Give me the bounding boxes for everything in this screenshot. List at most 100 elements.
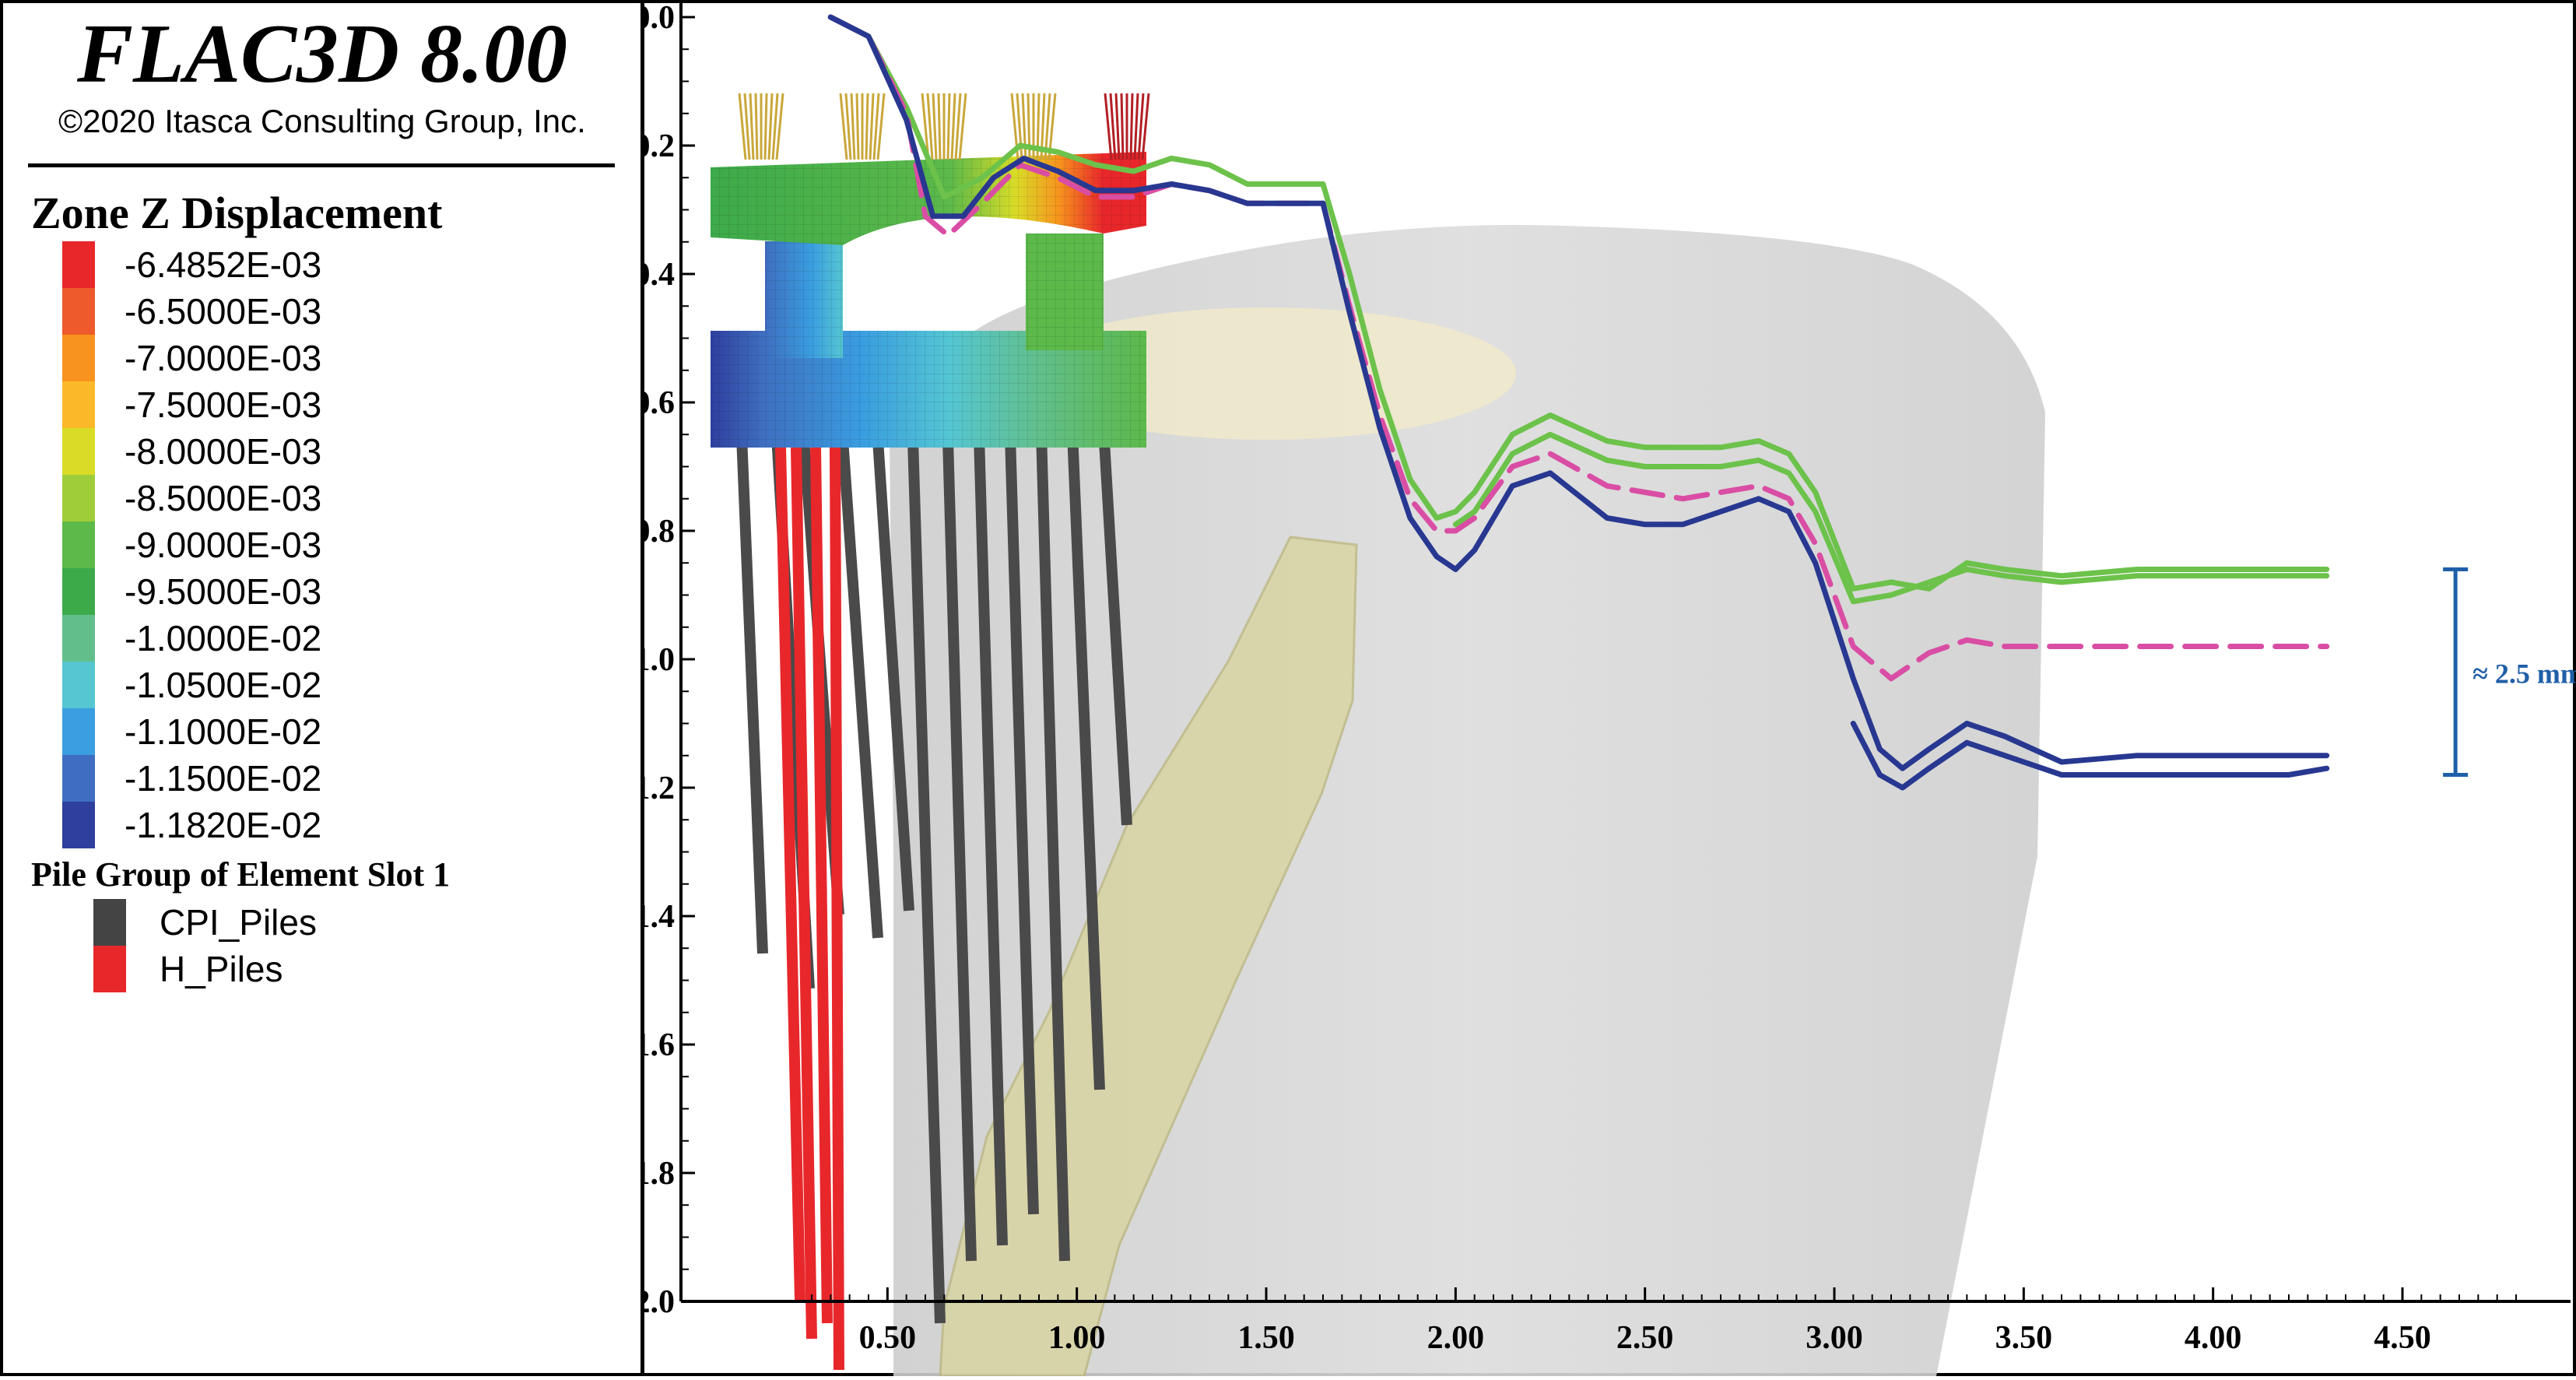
bridge-structure — [711, 93, 1150, 448]
pile-group-swatch — [93, 899, 126, 946]
x-tick-label: 2.00 — [1427, 1320, 1485, 1356]
y-tick-label: -0.2 — [644, 128, 675, 164]
load-arrow — [1021, 93, 1027, 160]
contour-label: -1.1820E-02 — [125, 805, 322, 845]
contour-label: -9.5000E-03 — [125, 571, 322, 612]
contour-label: -1.0500E-02 — [125, 665, 322, 705]
series-line — [827, 14, 2330, 682]
h-pile — [791, 447, 817, 1340]
contour-label: -8.0000E-03 — [125, 431, 322, 472]
contour-swatch — [62, 755, 95, 802]
contour-label: -1.1500E-02 — [125, 758, 322, 799]
load-arrow — [876, 93, 886, 160]
contour-swatch — [62, 521, 95, 568]
y-tick-label: -1.6 — [644, 1027, 675, 1063]
cpi-pile — [974, 435, 1008, 1246]
y-tick-label: -0.4 — [644, 257, 675, 293]
x-tick-label: 1.50 — [1237, 1320, 1295, 1356]
load-arrow — [1141, 93, 1150, 160]
contour-swatch — [62, 335, 95, 381]
pile-group-label: H_Piles — [160, 949, 283, 989]
load-arrow — [1120, 93, 1125, 160]
h-pile — [830, 447, 844, 1371]
load-arrow — [767, 93, 774, 160]
contour-label: -1.0000E-02 — [125, 618, 322, 658]
x-tick-label: 0.50 — [859, 1320, 917, 1356]
contour-swatch — [62, 288, 95, 335]
h-piles — [775, 447, 844, 1371]
load-arrow — [950, 93, 956, 160]
y-tick-label: -1.0 — [644, 642, 675, 678]
load-arrow — [937, 93, 942, 160]
x-tick-label: 4.00 — [2185, 1320, 2242, 1356]
load-arrow — [926, 93, 934, 160]
contour-label: -7.0000E-03 — [125, 338, 322, 378]
load-arrow — [1109, 93, 1117, 160]
pile-group-swatch — [93, 946, 126, 992]
x-tick-label: 3.00 — [1806, 1320, 1863, 1356]
model-plot: 0.0 -0.2 -0.4 -0.6 -0.8 -1.0 -1.2 -1.4 -1.6 -1.8 -… — [498, 0, 2576, 1378]
load-arrow — [749, 93, 755, 160]
y-tick-label: -1.2 — [644, 771, 675, 806]
load-arrow — [921, 93, 930, 160]
x-tick-label: 4.50 — [2374, 1320, 2431, 1356]
contour-swatch — [62, 381, 95, 428]
load-arrow — [1137, 93, 1145, 160]
load-arrow — [850, 93, 856, 160]
cpi-pile — [907, 439, 946, 1324]
contour-label: -6.5000E-03 — [125, 291, 322, 332]
load-arrows — [738, 93, 1150, 160]
x-tick-label: 1.00 — [1048, 1320, 1106, 1356]
h-pile — [775, 447, 805, 1301]
cpi-pile — [1005, 435, 1039, 1215]
x-tick-label: 2.50 — [1616, 1320, 1674, 1356]
load-arrow — [844, 93, 852, 160]
load-arrow — [865, 93, 869, 160]
load-arrow-group — [1104, 93, 1150, 160]
contour-label: -9.0000E-03 — [125, 525, 322, 565]
load-arrow — [743, 93, 751, 160]
cpi-pile — [1036, 431, 1070, 1262]
model-render — [711, 93, 2045, 1378]
load-arrow — [771, 93, 779, 160]
load-arrow — [839, 93, 848, 160]
annotation-label: ≈ 2.5 mm — [2472, 658, 2576, 690]
legend-panel: FLAC3D 8.00 ©2020 Itasca Consulting Grou… — [0, 0, 644, 1376]
cpi-pile — [942, 439, 977, 1262]
contour-label: -8.5000E-03 — [125, 478, 322, 518]
load-arrow — [754, 93, 759, 160]
load-arrow — [738, 93, 747, 160]
y-tick-label: -1.8 — [644, 1156, 675, 1192]
y-tick-label: -2.0 — [644, 1284, 675, 1320]
load-arrow — [932, 93, 938, 160]
load-arrow-group — [738, 93, 784, 160]
copyright-text: ©2020 Itasca Consulting Group, Inc. — [58, 103, 586, 139]
load-arrow-group — [921, 93, 967, 160]
series-line — [827, 14, 2330, 771]
contour-swatch — [62, 568, 95, 615]
pile-group-label: CPI_Piles — [160, 902, 317, 943]
load-arrow — [775, 93, 784, 160]
contour-label: -6.4852E-03 — [125, 244, 322, 285]
y-tick-label: -0.8 — [644, 514, 675, 550]
contour-swatch — [62, 241, 95, 288]
y-tick-label: -0.6 — [644, 385, 675, 421]
load-arrow — [958, 93, 967, 160]
load-arrow-group — [839, 93, 886, 160]
contour-swatch — [62, 615, 95, 662]
contour-label: -1.1000E-02 — [125, 711, 322, 752]
series-line — [1850, 721, 2330, 791]
load-arrow — [946, 93, 951, 160]
series-line — [1452, 431, 2330, 605]
load-arrow — [1114, 93, 1121, 160]
load-arrow — [1104, 93, 1113, 160]
legend-divider — [28, 163, 615, 167]
contour-swatch — [62, 428, 95, 475]
contour-label: -7.5000E-03 — [125, 385, 322, 425]
chart-annotation: ≈ 2.5 mm — [2443, 567, 2576, 777]
cpi-pile — [736, 435, 768, 954]
cpi-pile — [837, 439, 883, 939]
contour-legend-title: Zone Z Displacement — [31, 188, 443, 238]
cpi-pile — [1098, 427, 1132, 826]
contour-swatch — [62, 802, 95, 848]
